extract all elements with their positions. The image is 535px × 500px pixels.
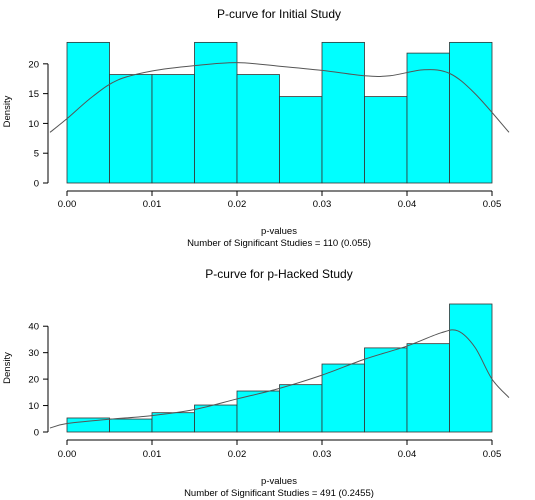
x-tick-label: 0.05 [483,449,502,460]
x-tick-label: 0.00 [58,449,77,460]
x-tick-label: 0.04 [398,449,417,460]
y-tick-label: 0 [34,179,39,190]
x-tick-label: 0.05 [483,199,502,210]
y-tick-label: 0 [34,428,39,439]
y-tick-label: 10 [28,119,39,130]
histogram-bar [194,404,238,433]
y-axis-label: Density [2,352,13,384]
x-tick-label: 0.00 [58,199,77,210]
histogram-bar [406,52,450,184]
chart-title: P-curve for Initial Study [217,7,341,21]
histogram-bar [449,303,493,433]
histogram-bar [236,74,280,184]
x-tick-label: 0.01 [143,449,162,460]
histogram-bar [321,363,365,433]
histogram-bar [321,41,365,184]
y-tick-label: 20 [28,375,39,386]
histogram-bar [151,412,195,433]
y-tick-label: 5 [34,149,39,160]
histogram-bar [109,74,153,184]
x-tick-label: 0.02 [228,199,247,210]
histogram-bar [364,347,408,433]
x-tick-label: 0.04 [398,199,417,210]
x-axis-label: p-values [261,476,297,487]
x-axis-label: p-values [261,226,297,237]
histogram-bar [449,41,493,184]
histogram-bar [109,418,153,433]
histogram-bar [194,41,238,184]
density-curve [49,329,510,429]
histogram-bar [236,390,280,433]
y-tick-label: 30 [28,348,39,359]
histogram-bar [406,343,450,433]
x-tick-label: 0.03 [313,199,332,210]
x-tick-label: 0.01 [143,199,162,210]
density-curve [49,62,510,133]
histogram-bar [279,96,323,184]
y-tick-label: 15 [28,89,39,100]
chart-subtitle: Number of Significant Studies = 491 (0.2… [184,488,374,499]
x-tick-label: 0.02 [228,449,247,460]
y-axis-label: Density [2,95,13,127]
chart-subtitle: Number of Significant Studies = 110 (0.0… [187,238,371,249]
histogram-bar [151,74,195,184]
histogram-bar [279,384,323,433]
chart-title: P-curve for p-Hacked Study [205,267,352,281]
x-tick-label: 0.03 [313,449,332,460]
y-tick-label: 40 [28,322,39,333]
histogram-bar [364,96,408,184]
y-tick-label: 20 [28,59,39,70]
y-tick-label: 10 [28,401,39,412]
